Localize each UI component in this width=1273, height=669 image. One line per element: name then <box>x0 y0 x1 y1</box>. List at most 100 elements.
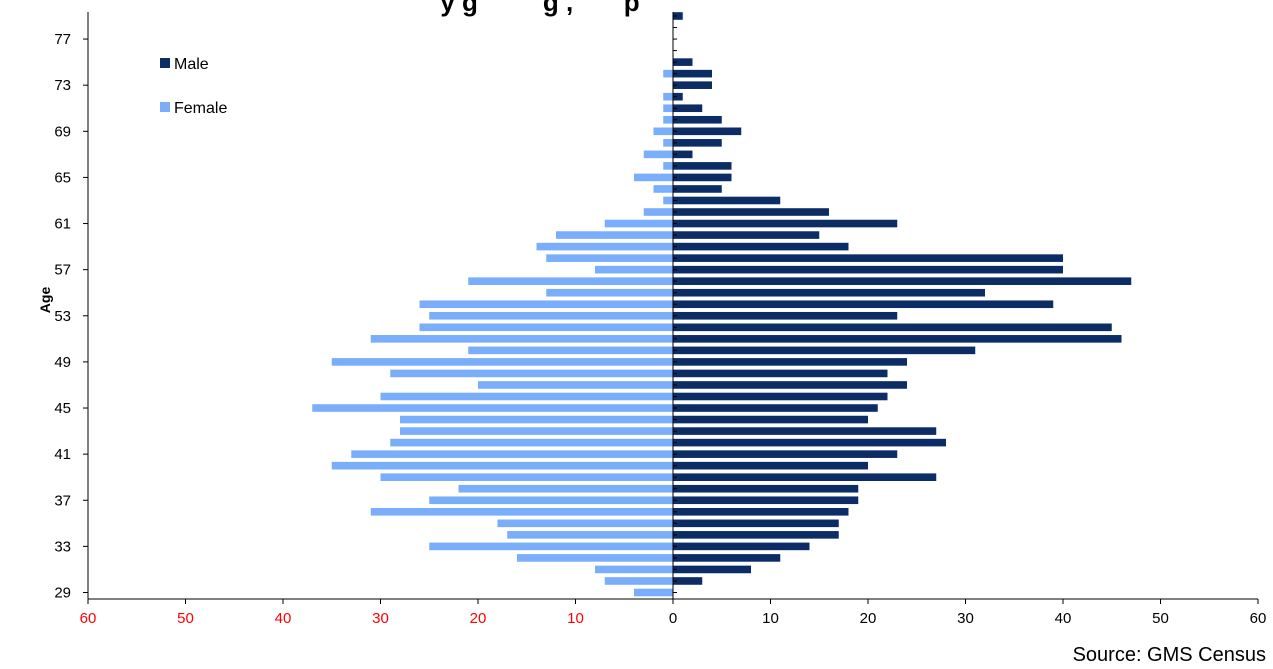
axes-group <box>83 12 1259 604</box>
bar-female-age-51 <box>370 335 673 343</box>
bar-male-age-71 <box>673 104 703 113</box>
y-tick-label: 53 <box>54 308 71 325</box>
bar-male-age-42 <box>673 438 946 447</box>
y-tick-label: 61 <box>54 216 71 233</box>
y-tick-label: 57 <box>54 262 71 279</box>
bar-male-age-37 <box>673 496 859 505</box>
bar-female-age-62 <box>643 208 673 216</box>
bar-female-age-52 <box>419 323 673 332</box>
x-tick-label: 20 <box>470 610 487 627</box>
bar-female-age-70 <box>663 115 673 124</box>
bar-male-age-68 <box>673 139 722 147</box>
bar-female-age-60 <box>556 231 673 239</box>
y-tick-labels: 29 33 37 41 45 49 53 57 61 65 69 73 77 <box>54 31 71 601</box>
bar-female-age-56 <box>468 277 673 285</box>
bar-male-age-50 <box>673 346 976 355</box>
bar-female-age-58 <box>546 254 673 262</box>
bar-female-age-32 <box>517 554 673 562</box>
bar-female-age-59 <box>536 242 673 251</box>
x-tick-label: 60 <box>1250 610 1267 627</box>
bar-female-age-33 <box>429 542 673 551</box>
bar-female-age-64 <box>653 185 673 193</box>
bar-female-age-74 <box>663 69 673 78</box>
bar-male-age-75 <box>673 58 693 66</box>
bar-female-age-63 <box>663 196 673 205</box>
bar-female-age-66 <box>663 162 673 170</box>
source-note: Source: GMS Census <box>1073 644 1266 666</box>
bar-male-age-54 <box>673 300 1054 309</box>
x-tick-labels: 60 50 40 30 20 10 0 10 20 30 40 50 60 <box>80 610 1267 627</box>
bar-male-age-57 <box>673 265 1063 274</box>
bar-male-age-53 <box>673 311 898 320</box>
legend-label: Female <box>174 100 227 117</box>
bar-female-age-47 <box>478 381 673 389</box>
bar-female-age-43 <box>400 427 673 435</box>
y-tick-label: 73 <box>54 77 71 94</box>
bar-female-age-39 <box>380 473 673 481</box>
bar-male-age-51 <box>673 335 1122 343</box>
bar-male-age-41 <box>673 450 898 458</box>
y-tick-label: 29 <box>54 585 71 602</box>
bar-female-age-29 <box>634 588 673 597</box>
bar-male-age-62 <box>673 208 829 216</box>
bar-female-age-45 <box>312 404 673 412</box>
bar-male-age-60 <box>673 231 820 239</box>
bar-male-age-73 <box>673 81 712 89</box>
x-tick-label: 50 <box>1152 610 1169 627</box>
bar-male-age-52 <box>673 323 1112 332</box>
bar-male-age-32 <box>673 554 781 562</box>
bar-male-age-33 <box>673 542 810 551</box>
y-tick-label: 33 <box>54 538 71 555</box>
bar-male-age-39 <box>673 473 937 481</box>
y-tick-label: 45 <box>54 400 71 417</box>
bar-female-age-35 <box>497 519 673 528</box>
bar-male-age-49 <box>673 358 907 366</box>
bar-male-age-63 <box>673 196 781 205</box>
bar-male-age-72 <box>673 92 683 101</box>
x-tick-label: 10 <box>762 610 779 627</box>
x-tick-label: 0 <box>669 610 677 627</box>
x-tick-label: 30 <box>957 610 974 627</box>
bar-male-age-61 <box>673 219 898 228</box>
x-tick-label: 60 <box>80 610 97 627</box>
bar-male-age-38 <box>673 484 859 493</box>
bar-male-age-58 <box>673 254 1063 262</box>
y-tick-label: 65 <box>54 169 71 186</box>
bar-male-age-44 <box>673 415 868 424</box>
legend-label: Male <box>174 56 209 73</box>
bar-male-age-79 <box>673 12 683 20</box>
y-tick-label: 49 <box>54 354 71 371</box>
bar-female-age-37 <box>429 496 673 505</box>
bar-male-age-74 <box>673 69 712 78</box>
x-tick-label: 50 <box>177 610 194 627</box>
bar-female-age-31 <box>595 565 673 574</box>
bar-female-age-71 <box>663 104 673 113</box>
bar-female-age-30 <box>604 577 673 585</box>
bar-female-age-46 <box>380 392 673 401</box>
chart-title: y g g , p <box>440 0 639 17</box>
bar-male-age-47 <box>673 381 907 389</box>
bar-female-age-36 <box>370 507 673 516</box>
bar-female-age-72 <box>663 92 673 101</box>
bars-group <box>312 12 1132 597</box>
bar-female-age-53 <box>429 311 673 320</box>
bar-male-age-34 <box>673 531 839 539</box>
bar-female-age-42 <box>390 438 673 447</box>
bar-female-age-49 <box>331 358 673 366</box>
bar-female-age-34 <box>507 531 673 539</box>
bar-male-age-67 <box>673 150 693 159</box>
y-tick-label: 77 <box>54 31 71 48</box>
bar-male-age-70 <box>673 115 722 124</box>
bar-male-age-40 <box>673 461 868 470</box>
x-tick-label: 40 <box>1055 610 1072 627</box>
bar-male-age-64 <box>673 185 722 193</box>
bar-male-age-35 <box>673 519 839 528</box>
bar-male-age-59 <box>673 242 849 251</box>
bar-male-age-43 <box>673 427 937 435</box>
bar-male-age-65 <box>673 173 732 182</box>
legend-swatch <box>160 58 170 68</box>
bar-female-age-57 <box>595 265 673 274</box>
bar-female-age-68 <box>663 139 673 147</box>
bar-female-age-48 <box>390 369 673 378</box>
